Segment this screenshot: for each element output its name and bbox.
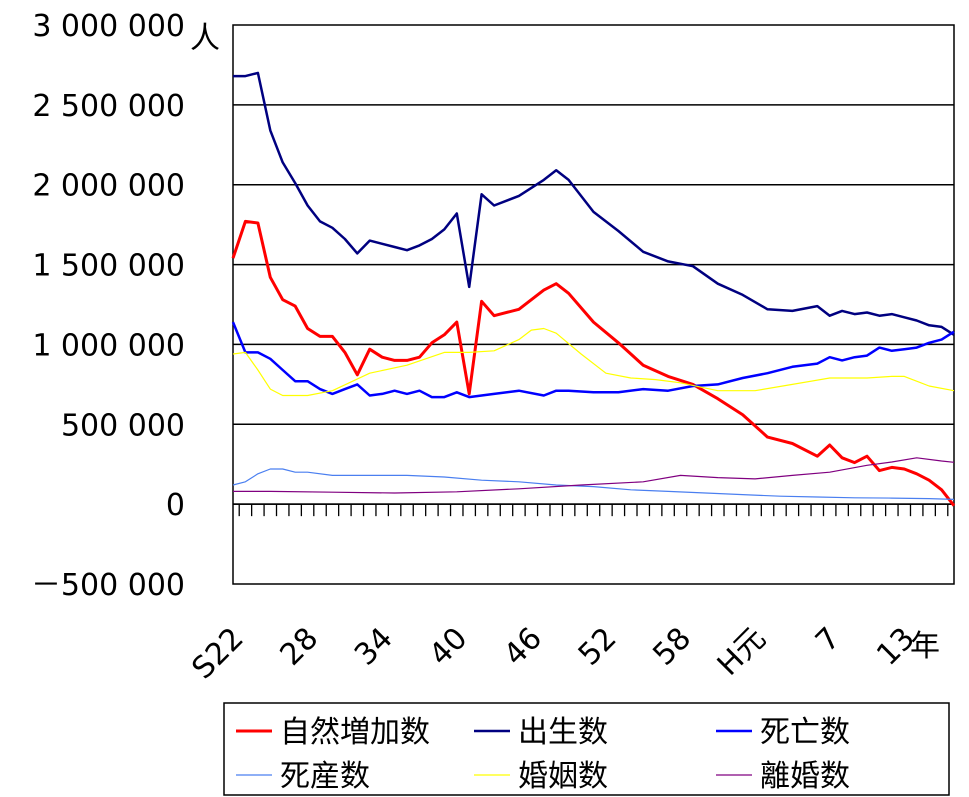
- y-tick-labels: 3 000 000 2 500 000 2 000 000 1 500 000 1 00…: [31, 9, 185, 603]
- x-unit-label: 年: [910, 629, 940, 664]
- y-unit-label: 人: [190, 21, 220, 56]
- y-tick-label: －500 000: [31, 568, 185, 603]
- legend-label: 死亡数: [760, 715, 850, 750]
- legend-label: 婚姻数: [518, 759, 608, 794]
- series-line: [231, 321, 955, 399]
- series-line: [232, 468, 955, 500]
- legend-label: 出生数: [518, 715, 608, 750]
- legend-label: 自然増加数: [280, 715, 430, 750]
- series-line: [232, 327, 955, 397]
- legend-label: 離婚数: [760, 759, 850, 794]
- series-line: [233, 71, 955, 336]
- y-tick-label: 2 500 000: [32, 89, 185, 124]
- series-line: [233, 457, 955, 494]
- y-tick-label: 1 000 000: [32, 328, 185, 363]
- series-lines: [231, 71, 956, 507]
- y-tick-label: 3 000 000: [32, 9, 185, 44]
- y-tick-label: 0: [166, 488, 185, 523]
- y-tick-label: 2 000 000: [32, 169, 185, 204]
- plot-area-frame: [232, 24, 955, 585]
- y-tick-label: 500 000: [61, 408, 185, 443]
- legend-label: 死産数: [280, 759, 370, 794]
- series-line: [231, 219, 956, 507]
- x-axis: [233, 503, 954, 517]
- legend-box: [223, 702, 950, 796]
- y-tick-label: 1 500 000: [32, 249, 185, 284]
